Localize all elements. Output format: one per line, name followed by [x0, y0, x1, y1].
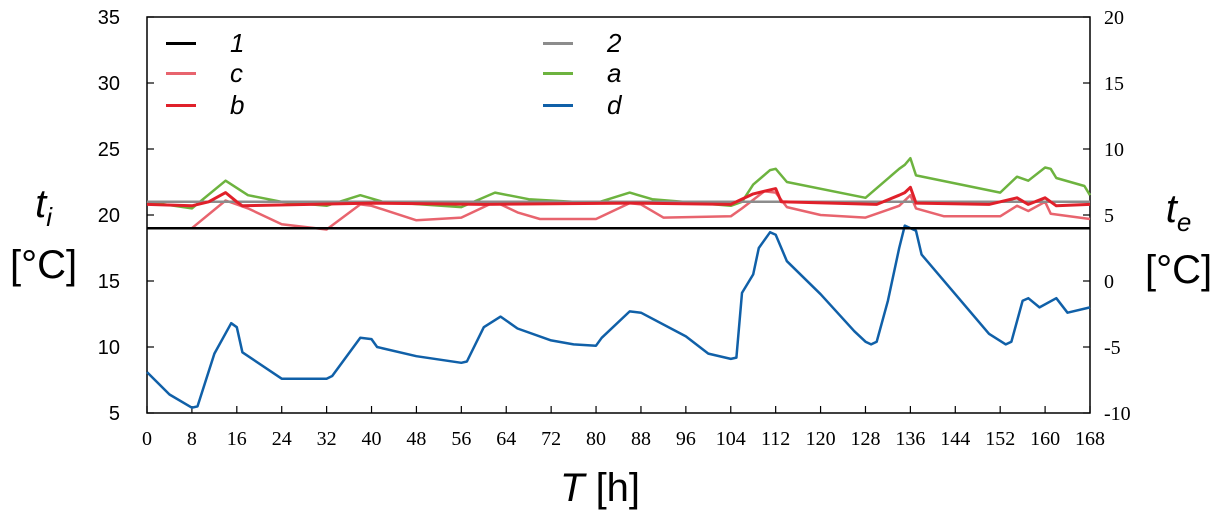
x-tick-label: 152 [985, 428, 1015, 450]
legend-label: 1 [230, 28, 245, 58]
y-right-tick-label: 10 [1104, 139, 1124, 161]
legend-swatch [166, 42, 196, 45]
legend-item-2: 2 [543, 28, 621, 59]
legend-item-d: d [543, 90, 621, 121]
series-line-c [147, 189, 1091, 231]
series-line-d [146, 224, 1091, 409]
y-left-tick-label: 15 [98, 271, 120, 293]
x-tick-label: 128 [850, 428, 880, 450]
y-right-var: t [1165, 187, 1177, 231]
legend-label: a [607, 58, 622, 88]
y-right-sub: e [1176, 207, 1192, 237]
x-tick-label: 64 [496, 428, 516, 450]
x-tick-label: 160 [1030, 428, 1060, 450]
y-left-tick-label: 25 [98, 139, 120, 161]
legend-item-c: c [166, 58, 243, 89]
x-tick-label: 144 [940, 428, 970, 450]
y-right-axis-label: te [°C] [1145, 185, 1212, 294]
y-left-tick-label: 5 [109, 403, 120, 425]
legend-swatch [166, 104, 196, 107]
y-left-tick-label: 35 [98, 7, 120, 29]
x-tick-label: 16 [227, 428, 247, 450]
x-tick-label: 136 [895, 428, 925, 450]
x-tick-label: 40 [362, 428, 382, 450]
x-tick-label: 56 [451, 428, 471, 450]
x-tick-label: 80 [586, 428, 606, 450]
x-tick-label: 8 [187, 428, 197, 450]
x-unit: [h] [595, 466, 641, 510]
legend-label: c [230, 58, 243, 88]
legend-swatch [166, 72, 196, 75]
x-tick-label: 48 [406, 428, 426, 450]
legend-swatch [543, 104, 573, 107]
y-right-unit: [°C] [1145, 248, 1213, 292]
y-left-axis-label: ti [°C] [10, 180, 77, 289]
legend-label: 2 [607, 28, 622, 58]
y-left-tick-label: 20 [98, 205, 120, 227]
legend-label: b [230, 90, 245, 120]
x-tick-label: 96 [676, 428, 696, 450]
y-right-tick-label: 5 [1104, 205, 1114, 227]
legend-item-1: 1 [166, 28, 244, 59]
x-tick-label: 168 [1075, 428, 1105, 450]
x-tick-label: 24 [272, 428, 292, 450]
legend-item-b: b [166, 90, 244, 121]
y-left-var: t [35, 182, 47, 226]
y-right-tick-label: 20 [1104, 7, 1124, 29]
x-tick-label: 88 [631, 428, 651, 450]
y-left-unit: [°C] [10, 243, 78, 287]
legend-swatch [543, 72, 573, 75]
x-tick-label: 120 [806, 428, 836, 450]
x-tick-label: 32 [317, 428, 337, 450]
y-left-sub: i [46, 202, 52, 232]
y-right-tick-label: 15 [1104, 73, 1124, 95]
y-right-tick-label: -5 [1104, 337, 1121, 359]
x-axis-label: T [h] [560, 466, 640, 511]
y-left-tick-label: 10 [98, 337, 120, 359]
series-line-b [146, 185, 1091, 208]
x-tick-label: 0 [142, 428, 152, 450]
x-tick-label: 72 [541, 428, 561, 450]
x-var: T [560, 466, 585, 510]
legend-label: d [607, 90, 622, 120]
x-tick-label: 112 [761, 428, 790, 450]
x-tick-label: 104 [716, 428, 746, 450]
y-right-tick-label: 0 [1104, 271, 1114, 293]
legend-item-a: a [543, 58, 621, 89]
y-left-tick-label: 30 [98, 73, 120, 95]
legend-swatch [543, 42, 573, 45]
y-right-tick-label: -10 [1104, 403, 1131, 425]
